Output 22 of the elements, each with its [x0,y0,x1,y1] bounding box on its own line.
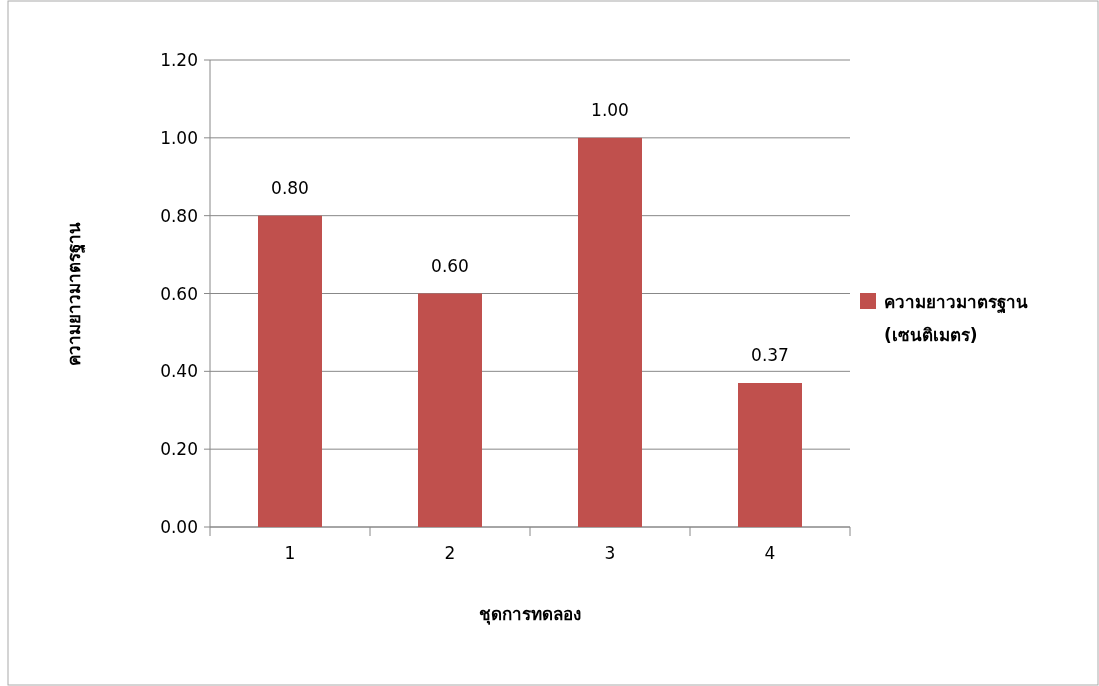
bar [738,383,802,527]
x-tick-label: 2 [444,543,456,563]
legend-label: ความยาวมาตรฐาน (เซนติเมตร) [884,292,1028,345]
data-label: 0.37 [751,345,789,366]
bar [258,215,322,527]
y-tick-label: 0.60 [160,283,198,304]
y-tick-label: 1.00 [160,127,198,148]
data-label: 0.60 [431,255,469,276]
y-tick-label: 0.40 [160,361,198,382]
x-tick-label: 3 [604,543,616,563]
y-tick-label: 1.20 [160,50,198,70]
y-tick-label: 0.20 [160,439,198,460]
y-axis-title: ความยาวมาตรฐาน [64,221,86,366]
x-axis-title: ชุดการทดลอง [479,604,581,625]
bar [418,293,482,527]
data-label: 1.00 [591,99,629,120]
data-label: 0.80 [271,177,309,198]
x-tick-label: 4 [764,543,776,563]
y-tick-label: 0.00 [160,517,198,537]
bar [578,137,642,527]
y-tick-label: 0.80 [160,205,198,226]
x-tick-label: 1 [284,543,296,563]
